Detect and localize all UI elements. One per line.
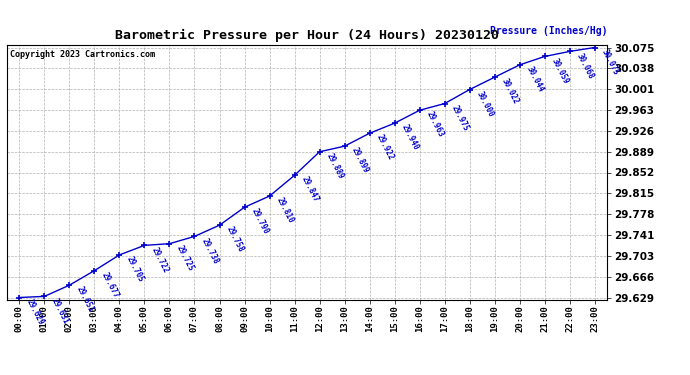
Text: 29.651: 29.651 — [75, 285, 96, 314]
Text: 29.631: 29.631 — [50, 296, 70, 325]
Text: 30.068: 30.068 — [575, 51, 596, 80]
Text: 29.738: 29.738 — [200, 236, 221, 265]
Text: 30.022: 30.022 — [500, 77, 521, 106]
Text: 29.722: 29.722 — [150, 245, 170, 274]
Text: 29.940: 29.940 — [400, 123, 421, 152]
Text: 29.975: 29.975 — [450, 104, 471, 132]
Text: 29.705: 29.705 — [125, 255, 146, 284]
Text: 29.922: 29.922 — [375, 133, 396, 162]
Text: 29.629: 29.629 — [25, 297, 46, 326]
Text: 30.075: 30.075 — [600, 48, 621, 76]
Text: Pressure (Inches/Hg): Pressure (Inches/Hg) — [490, 26, 607, 36]
Text: 29.810: 29.810 — [275, 196, 296, 225]
Text: 30.000: 30.000 — [475, 90, 496, 118]
Text: 29.847: 29.847 — [300, 175, 321, 204]
Text: 29.790: 29.790 — [250, 207, 270, 236]
Text: 29.963: 29.963 — [425, 110, 446, 139]
Text: Copyright 2023 Cartronics.com: Copyright 2023 Cartronics.com — [10, 50, 155, 59]
Text: 29.758: 29.758 — [225, 225, 246, 254]
Title: Barometric Pressure per Hour (24 Hours) 20230120: Barometric Pressure per Hour (24 Hours) … — [115, 29, 499, 42]
Text: 29.889: 29.889 — [325, 152, 346, 181]
Text: 30.044: 30.044 — [525, 65, 546, 94]
Text: 30.059: 30.059 — [550, 57, 571, 85]
Text: 29.677: 29.677 — [100, 271, 121, 299]
Text: 29.899: 29.899 — [350, 146, 371, 175]
Text: 29.725: 29.725 — [175, 244, 196, 273]
